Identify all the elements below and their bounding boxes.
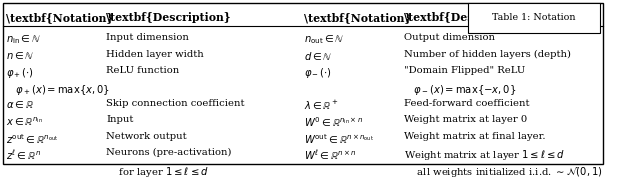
Text: $\lambda \in \mathbb{R}^+$: $\lambda \in \mathbb{R}^+$ <box>304 99 339 112</box>
Text: $n_{\mathrm{in}} \in \mathbb{N}$: $n_{\mathrm{in}} \in \mathbb{N}$ <box>6 33 41 46</box>
Text: Weight matrix at layer $1 \leq \ell \leq d$: Weight matrix at layer $1 \leq \ell \leq… <box>404 148 565 162</box>
Text: $\quad$ for layer $1 \leq \ell \leq d$: $\quad$ for layer $1 \leq \ell \leq d$ <box>106 165 209 178</box>
Text: Number of hidden layers (depth): Number of hidden layers (depth) <box>404 50 571 59</box>
Text: \textbf{Notation}: \textbf{Notation} <box>304 12 411 23</box>
Text: $\quad\varphi_-(x) = \max\{-x, 0\}$: $\quad\varphi_-(x) = \max\{-x, 0\}$ <box>404 83 516 97</box>
Text: \textbf{Notation}: \textbf{Notation} <box>6 12 113 23</box>
Text: Input: Input <box>106 115 134 124</box>
FancyBboxPatch shape <box>3 3 604 164</box>
Text: ReLU function: ReLU function <box>106 66 180 75</box>
Text: $n_{\mathrm{out}} \in \mathbb{N}$: $n_{\mathrm{out}} \in \mathbb{N}$ <box>304 33 344 46</box>
Text: $n \in \mathbb{N}$: $n \in \mathbb{N}$ <box>6 50 35 61</box>
Text: $W^0 \in \mathbb{R}^{n_{\mathrm{in}} \times n}$: $W^0 \in \mathbb{R}^{n_{\mathrm{in}} \ti… <box>304 115 363 129</box>
Text: Table 1: Notation: Table 1: Notation <box>492 13 576 21</box>
Text: Hidden layer width: Hidden layer width <box>106 50 204 59</box>
Text: $\varphi_-(\cdot)$: $\varphi_-(\cdot)$ <box>304 66 332 80</box>
Text: $z^{\ell} \in \mathbb{R}^{n}$: $z^{\ell} \in \mathbb{R}^{n}$ <box>6 148 41 162</box>
Text: "Domain Flipped" ReLU: "Domain Flipped" ReLU <box>404 66 525 75</box>
Text: $z^{\mathrm{out}} \in \mathbb{R}^{n_{\mathrm{out}}}$: $z^{\mathrm{out}} \in \mathbb{R}^{n_{\ma… <box>6 132 58 146</box>
Text: Input dimension: Input dimension <box>106 33 189 42</box>
Text: Skip connection coefficient: Skip connection coefficient <box>106 99 245 108</box>
Text: $x \in \mathbb{R}^{n_{\mathrm{in}}}$: $x \in \mathbb{R}^{n_{\mathrm{in}}}$ <box>6 115 43 128</box>
Text: Weight matrix at layer 0: Weight matrix at layer 0 <box>404 115 527 124</box>
Text: Output dimension: Output dimension <box>404 33 495 42</box>
Text: $\quad\varphi_+(x) = \max\{x, 0\}$: $\quad\varphi_+(x) = \max\{x, 0\}$ <box>6 83 110 97</box>
Text: $d \in \mathbb{N}$: $d \in \mathbb{N}$ <box>304 50 332 62</box>
Text: $\alpha \in \mathbb{R}$: $\alpha \in \mathbb{R}$ <box>6 99 34 110</box>
Text: $W^{\mathrm{out}} \in \mathbb{R}^{n \times n_{\mathrm{out}}}$: $W^{\mathrm{out}} \in \mathbb{R}^{n \tim… <box>304 132 374 146</box>
FancyBboxPatch shape <box>468 3 600 33</box>
Text: \textbf{Description}: \textbf{Description} <box>404 12 529 23</box>
Text: Network output: Network output <box>106 132 187 141</box>
Text: \textbf{Description}: \textbf{Description} <box>106 12 231 23</box>
Text: Weight matrix at final layer.: Weight matrix at final layer. <box>404 132 545 141</box>
Text: Feed-forward coefficient: Feed-forward coefficient <box>404 99 529 108</box>
Text: $\varphi_+(\cdot)$: $\varphi_+(\cdot)$ <box>6 66 34 80</box>
Text: $\quad$ all weights initialized i.i.d. $\sim \mathcal{N}(0,1)$: $\quad$ all weights initialized i.i.d. $… <box>404 165 603 178</box>
Text: Neurons (pre-activation): Neurons (pre-activation) <box>106 148 232 157</box>
Text: $W^{\ell} \in \mathbb{R}^{n \times n}$: $W^{\ell} \in \mathbb{R}^{n \times n}$ <box>304 148 356 162</box>
